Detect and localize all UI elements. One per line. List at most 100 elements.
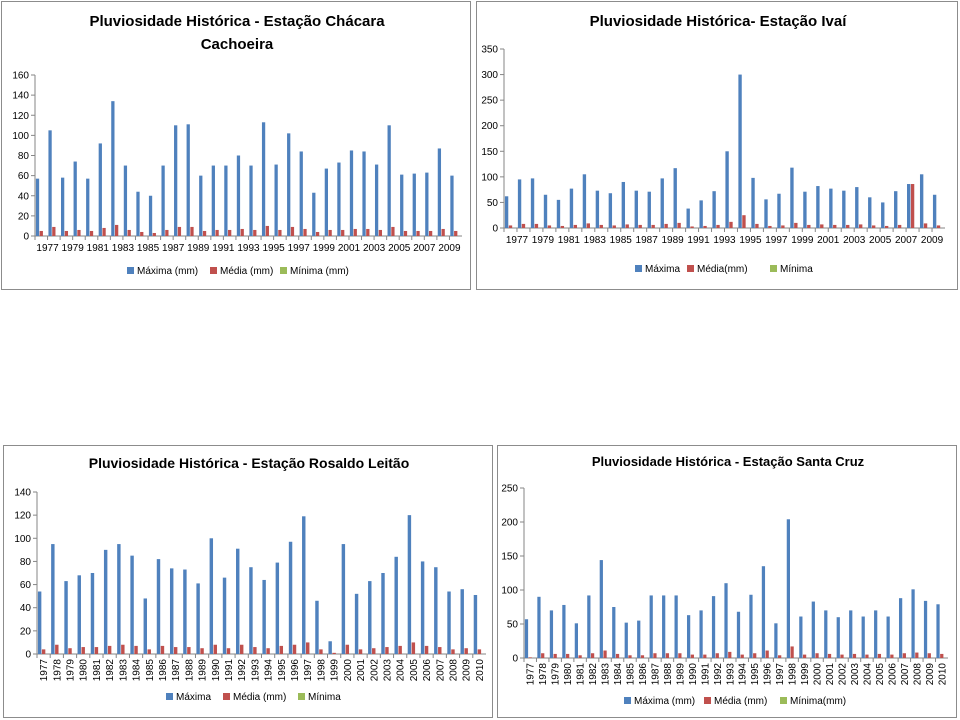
x-tick-label: 1983: [601, 663, 612, 686]
bar-media: [306, 642, 310, 654]
bar-maxima: [274, 164, 278, 236]
x-tick-label: 1990: [688, 663, 699, 686]
bar-media: [521, 223, 526, 228]
x-tick-label: 2003: [850, 663, 861, 686]
bar-media: [441, 228, 445, 236]
bar-maxima: [434, 567, 438, 654]
x-tick-label: 1985: [626, 663, 637, 686]
x-tick-label: 1999: [313, 243, 336, 254]
x-tick-label: 1978: [52, 659, 63, 682]
y-tick-label: 0: [25, 650, 31, 661]
bar-maxima: [799, 616, 803, 658]
bar-maxima: [751, 177, 755, 228]
x-tick-label: 2001: [825, 663, 836, 686]
x-tick-label: 1981: [558, 235, 581, 246]
y-tick-label: 160: [12, 71, 29, 82]
bar-media: [910, 184, 915, 228]
bar-maxima: [587, 595, 591, 658]
bar-media: [690, 226, 694, 228]
bar-media: [927, 653, 931, 658]
x-tick-label: 2009: [462, 659, 473, 682]
bar-maxima: [381, 573, 385, 654]
x-tick-label: 1997: [288, 243, 311, 254]
x-tick-label: 2005: [388, 243, 411, 254]
bar-maxima: [400, 174, 404, 236]
bar-media: [678, 653, 682, 658]
bar-media: [703, 225, 707, 228]
bar-maxima: [123, 165, 128, 236]
x-tick-label: 2005: [409, 659, 420, 682]
bar-media: [865, 654, 869, 658]
bar-maxima: [574, 623, 578, 658]
x-tick-label: 1995: [277, 659, 288, 682]
x-tick-label: 1977: [36, 243, 59, 254]
bar-maxima: [624, 622, 628, 658]
bar-media: [590, 653, 595, 658]
bar-maxima: [777, 193, 781, 228]
bar-maxima: [530, 178, 535, 228]
y-tick-label: 80: [20, 557, 32, 568]
bar-maxima: [894, 191, 898, 228]
x-tick-label: 1998: [316, 659, 327, 682]
bar-media: [213, 644, 217, 654]
bar-media: [64, 230, 69, 236]
bar-media: [438, 647, 442, 654]
bar-maxima: [811, 601, 815, 658]
y-tick-label: 40: [18, 191, 30, 202]
bar-maxima: [86, 178, 90, 236]
y-tick-label: 140: [14, 488, 31, 499]
x-tick-label: 1985: [145, 659, 156, 682]
legend-label: Mínima(mm): [790, 696, 846, 707]
bar-maxima: [77, 575, 81, 654]
chart-santa-cruz: Pluviosidade Histórica - Estação Santa C…: [501, 454, 948, 707]
bar-media: [936, 225, 941, 228]
bar-maxima: [621, 181, 626, 228]
bar-maxima: [911, 589, 915, 658]
bar-media: [615, 653, 620, 658]
bar-media: [187, 647, 191, 654]
y-tick-label: 100: [501, 586, 518, 597]
bar-maxima: [117, 544, 121, 654]
bar-maxima: [196, 583, 200, 654]
bar-maxima: [660, 178, 664, 228]
bar-maxima: [337, 162, 341, 236]
bar-media: [827, 653, 832, 658]
bar-maxima: [420, 561, 425, 654]
bar-media: [239, 644, 244, 654]
bar-media: [871, 225, 876, 228]
bar-media: [279, 645, 284, 654]
x-tick-label: 2000: [813, 663, 824, 686]
bar-maxima: [249, 165, 253, 236]
bar-maxima: [504, 196, 509, 228]
bar-media: [884, 225, 889, 228]
legend-swatch: [687, 265, 694, 272]
legend-swatch: [298, 693, 305, 700]
y-tick-label: 250: [481, 96, 498, 107]
legend-label: Máxima: [176, 692, 211, 703]
bar-maxima: [111, 101, 115, 236]
bar-maxima: [143, 598, 147, 654]
bar-maxima: [836, 617, 840, 658]
bar-media: [319, 649, 323, 654]
bar-media: [640, 655, 645, 658]
chart-panel-santa-cruz: Pluviosidade Histórica - Estação Santa C…: [497, 445, 957, 718]
x-tick-label: 1984: [613, 663, 624, 686]
x-tick-label: 2005: [875, 663, 886, 686]
bar-maxima: [932, 194, 937, 228]
bar-maxima: [186, 124, 190, 236]
x-tick-label: 1997: [303, 659, 314, 682]
bar-maxima: [368, 581, 372, 654]
x-tick-label: 2008: [912, 663, 923, 686]
bar-maxima: [103, 549, 108, 654]
bar-media: [226, 648, 231, 654]
y-tick-label: 80: [18, 151, 30, 162]
x-tick-label: 2007: [895, 235, 918, 246]
x-tick-label: 1999: [330, 659, 341, 682]
bar-media: [55, 644, 59, 654]
bar-maxima: [236, 548, 240, 654]
bar-maxima: [73, 161, 77, 236]
bar-media: [385, 647, 389, 654]
bar-maxima: [724, 583, 728, 658]
x-tick-label: 1977: [39, 659, 50, 682]
bar-media: [115, 224, 119, 236]
